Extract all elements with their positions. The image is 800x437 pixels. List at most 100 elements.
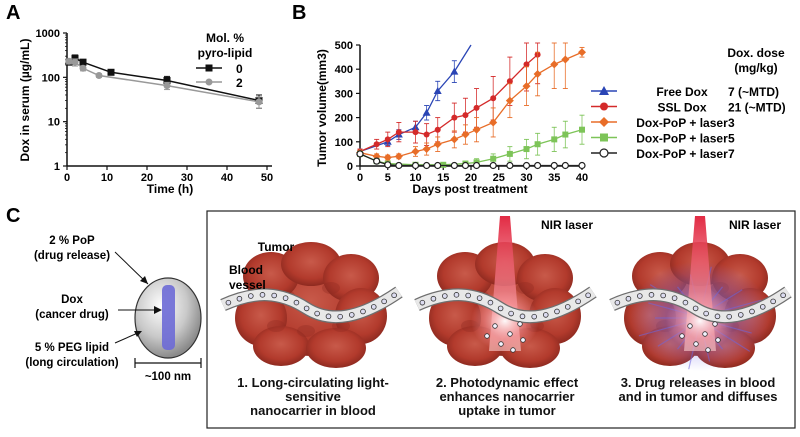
scene1-caption-line2: nanocarrier in blood [250,403,376,418]
scene1-caption: 1. Long-circulating light-sensitive nano… [215,376,411,418]
chart-b-point-1 [506,78,513,85]
vessel-nanoparticle [737,312,744,318]
dox-label-2: (cancer drug) [35,309,109,321]
chart-b-point-4 [411,161,420,170]
chart-a-ytick-label: 1000 [36,28,60,40]
chart-b-legend-label: Free Dox [656,85,708,99]
chart-b-point-3 [551,136,558,143]
chart-b-xtick-label: 10 [409,172,421,184]
scene2-caption-line3: uptake in tumor [458,403,556,418]
vessel-nanoparticle [759,304,766,310]
chart-a-xtick-label: 10 [101,172,113,184]
chart-b-point-2 [422,145,431,154]
chart-b-xtick-label: 25 [493,172,505,184]
chart-a-xtick-label: 0 [64,172,70,184]
vessel-nanoparticle [749,308,755,315]
chart-a-legend-marker [205,78,213,86]
chart-b-series-line-2 [359,51,583,159]
tumor-nanoparticle [520,337,526,343]
chart-a-xlabel: Time (h) [147,182,193,196]
vessel-nanoparticle [248,293,254,299]
tumor-nanoparticle [498,341,504,347]
vessel-nanoparticle [554,308,560,315]
chart-a-point-2 [163,82,171,90]
chart-b-point-2 [383,153,392,162]
chart-b-xlabel: Days post treatment [412,182,527,196]
chart-b-ytick-label: 300 [335,88,353,100]
chart-b-point-2 [561,55,570,64]
chart-b-point-0 [450,67,459,75]
chart-b-point-4 [423,161,431,170]
chart-b-point-4 [533,161,542,170]
vessel-nanoparticle [391,292,397,299]
chart-b-point-4 [522,161,531,170]
vessel-label-line2: vessel [229,278,266,292]
tumor-lobe [253,326,309,366]
chart-b-point-2 [550,60,559,69]
chart-b-xtick-label: 0 [357,172,363,184]
chart-b-point-1 [423,131,430,138]
vessel-nanoparticle [703,310,709,317]
vessel-nanoparticle [508,310,514,317]
chart-b-point-4 [506,161,514,170]
peg-arrowhead [134,331,142,337]
chart-b-point-3 [562,131,569,138]
chart-a-serum: Dox in serum (µg/mL) Time (h) Mol. % pyr… [18,28,273,196]
nanoparticle-diagram: 2 % PoP (drug release) Dox (cancer drug)… [25,235,202,383]
chart-b-point-2 [472,125,481,134]
scene3-caption: 3. Drug releases in blood and in tumor a… [603,376,793,404]
tumor-nanoparticle [715,337,721,343]
chart-b-point-1 [473,104,480,111]
scene3-caption-line1: 3. Drug releases in blood [620,375,776,390]
chart-b-point-4 [395,161,403,170]
scene-3 [609,216,792,371]
chart-b-ytick-label: 200 [335,113,353,125]
chart-b-point-3 [523,146,530,153]
chart-a-ytick-label: 1 [54,161,60,173]
chart-a-xtick-label: 40 [221,172,233,184]
chart-b-point-4 [578,161,586,170]
tumor-label: Tumor [258,240,295,254]
chart-b-xtick-label: 40 [576,172,588,184]
chart-b-legend-marker [599,148,609,158]
chart-b-point-2 [522,82,531,91]
tumor-texture [297,325,315,337]
tumor-nanoparticle [705,347,711,353]
chart-b-point-2 [411,147,420,156]
chart-b-point-1 [395,129,402,136]
tumor-nanoparticle [492,323,498,329]
tumor-texture [516,282,534,294]
chart-b-ytick-label: 400 [335,64,353,76]
tumor-nanoparticle [702,331,708,337]
chart-b-point-2 [489,118,498,127]
chart-b-point-4 [373,157,381,165]
chart-b-point-2 [394,152,403,161]
pop-label-1: 2 % PoP [49,235,95,247]
scene1-caption-line1: 1. Long-circulating light-sensitive [237,375,389,404]
chart-a-point-0 [163,76,171,84]
chart-b-legend-label: Dox-PoP + laser [636,147,728,161]
tumor-nanoparticle [687,323,693,329]
tumor-texture [322,282,340,294]
vessel-nanoparticle [637,293,643,299]
vessel-nanoparticle [682,299,689,306]
vessel-nanoparticle [325,313,332,320]
tumor-nanoparticle [510,347,516,353]
panel-label-c: C [6,205,20,227]
chart-b-point-1 [412,129,419,136]
vessel-nanoparticle [370,304,377,310]
chart-a-point-0 [71,54,79,62]
chart-b-point-2 [461,130,470,139]
vessel-nanoparticle [671,295,678,301]
vessel-nanoparticle [625,295,632,302]
chart-b-point-4 [450,161,458,170]
chart-b-legend-dose: 3 [728,116,735,130]
chart-b-point-2 [450,135,459,144]
chart-b-point-4 [472,161,481,170]
chart-b-legend-marker [600,102,608,111]
vessel-nanoparticle [487,299,494,306]
chart-a-point-2 [65,57,73,65]
vessel-label-line1: Blood [229,263,263,277]
chart-a-point-2 [71,58,79,66]
